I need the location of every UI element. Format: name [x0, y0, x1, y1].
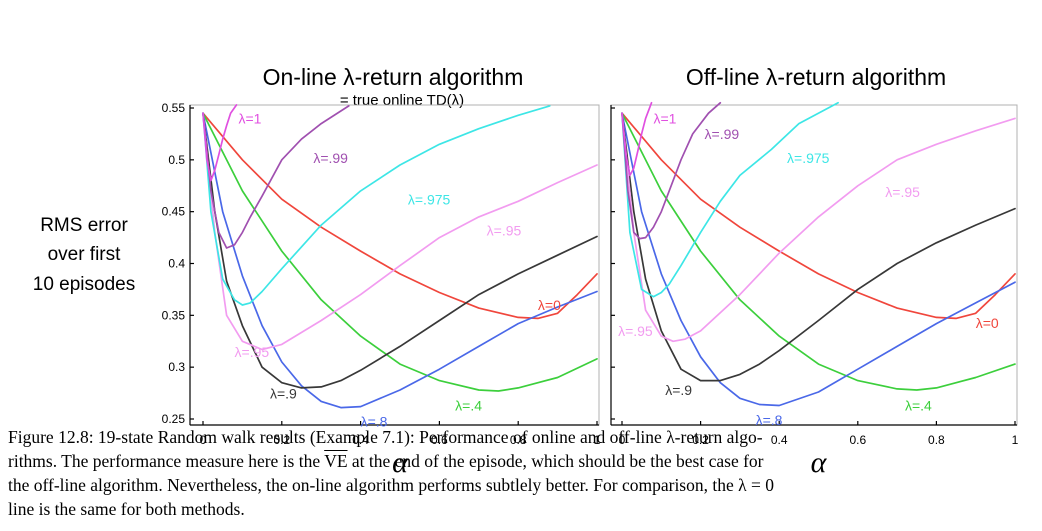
caption-line-4: line is the same for both methods. — [8, 499, 245, 519]
offline-chart-panel: Off-line λ-return algorithm 0 0.2 0.4 0.6 0.8… — [610, 64, 1019, 479]
series-annotation: λ=1 — [653, 111, 676, 127]
series-annotation: λ=.4 — [905, 398, 932, 414]
x-tick-label: 0.2 — [692, 433, 709, 447]
x-axis-label: α — [392, 446, 409, 479]
y-tick-label: 0.4 — [168, 257, 185, 271]
series-annotation: λ=0 — [538, 297, 561, 313]
series-line — [202, 112, 598, 392]
y-tick-label: 0.3 — [168, 360, 185, 374]
x-axis-label: α — [811, 446, 828, 479]
x-tick-label: 1 — [594, 433, 601, 447]
figure-caption: Figure 12.8: 19-state Random walk result… — [8, 425, 1036, 521]
x-tick-label: 1 — [1012, 433, 1019, 447]
y-axis-label-line2: over first — [48, 244, 122, 265]
y-tick-label: 0.25 — [162, 412, 186, 426]
chart-title: On-line λ-return algorithm — [263, 64, 524, 90]
y-axis-label-line3: 10 episodes — [33, 274, 135, 295]
x-tick-label: 0 — [200, 433, 207, 447]
series-annotation: λ=.95 — [618, 323, 653, 339]
series-annotation: λ=.975 — [787, 150, 830, 166]
x-tick-label: 0 — [619, 433, 626, 447]
series-annotation: λ=.8 — [756, 412, 783, 428]
x-tick-label: 0.8 — [510, 433, 527, 447]
y-tick-label: 0.35 — [162, 308, 186, 322]
series-line — [202, 112, 598, 389]
online-chart-panel: On-line λ-return algorithm = true online … — [162, 64, 601, 479]
series-line — [621, 112, 1016, 343]
series-annotation: λ=0 — [976, 315, 999, 331]
x-tick-label: 0.2 — [273, 433, 290, 447]
y-tick-label: 0.55 — [162, 101, 186, 115]
series-annotation: λ=.975 — [408, 191, 451, 207]
series-line — [621, 101, 839, 298]
caption-line-3: the off-line algorithm. Nevertheless, th… — [8, 475, 774, 495]
chart-subtitle: = true online TD(λ) — [340, 92, 464, 109]
caption-line-1: Figure 12.8: 19-state Random walk result… — [8, 427, 763, 447]
series-annotation: λ=.99 — [705, 126, 740, 142]
y-axis-label-line1: RMS error — [40, 215, 128, 236]
series-line — [621, 101, 722, 240]
series-line — [621, 112, 1016, 391]
chart-title: Off-line λ-return algorithm — [686, 64, 946, 90]
caption-ve-symbol: VE — [324, 451, 348, 471]
x-tick-label: 0.6 — [849, 433, 866, 447]
series-line — [621, 112, 1016, 320]
series-annotation: λ=.99 — [313, 150, 348, 166]
series-annotation: λ=.4 — [455, 398, 482, 414]
series-line — [621, 101, 653, 177]
series-line — [202, 112, 598, 409]
caption-line-2-end: at the end of the episode, which should … — [347, 451, 764, 471]
series-line — [202, 104, 238, 182]
series-annotation: λ=.95 — [235, 344, 270, 360]
series-line — [202, 105, 350, 249]
series-annotation: λ=.8 — [361, 413, 388, 429]
caption-line-2-start: rithms. The performance measure here is … — [8, 451, 325, 471]
series-line — [621, 112, 1016, 407]
y-tick-label: 0.5 — [168, 153, 185, 167]
x-tick-label: 0.4 — [352, 433, 369, 447]
series-annotation: λ=1 — [238, 111, 261, 127]
x-tick-label: 0.8 — [928, 433, 945, 447]
series-annotation: λ=.95 — [487, 223, 522, 239]
x-tick-label: 0.4 — [771, 433, 788, 447]
series-annotation: λ=.9 — [270, 385, 297, 401]
x-tick-label: 0.6 — [431, 433, 448, 447]
series-line — [621, 112, 1016, 382]
caption-line-2: rithms. The performance measure here is … — [8, 449, 1036, 473]
series-line — [202, 112, 598, 351]
series-annotation: λ=.9 — [665, 382, 692, 398]
series-line — [202, 105, 551, 306]
y-tick-label: 0.45 — [162, 205, 186, 219]
series-annotation: λ=.95 — [885, 184, 920, 200]
series-line — [202, 112, 598, 320]
